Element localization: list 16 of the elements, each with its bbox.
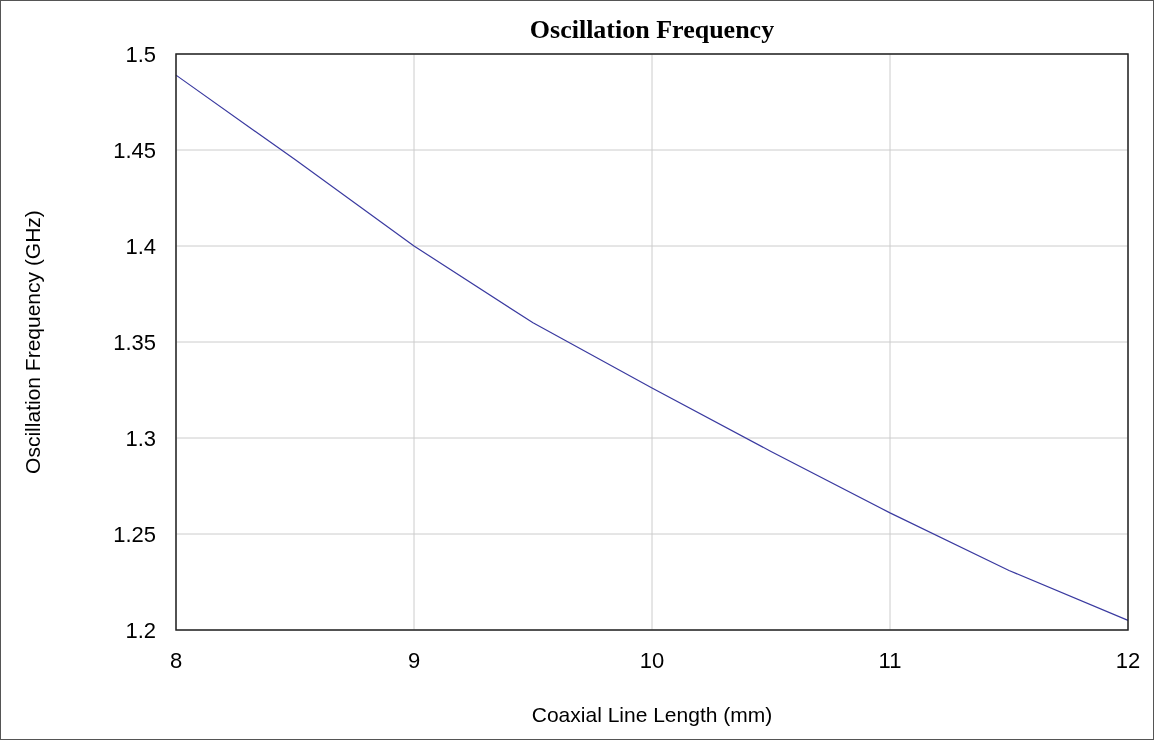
x-tick-label: 10: [639, 648, 665, 673]
x-tick-label: 8: [169, 648, 183, 673]
y-tick-label: 1.2: [125, 618, 156, 643]
x-tick-label: 9: [407, 648, 421, 673]
y-tick-label: 1.3: [125, 426, 156, 451]
x-tick-label: 12: [1115, 648, 1141, 673]
y-tick-label: 1.4: [125, 234, 156, 259]
y-tick-label: 1.45: [113, 138, 156, 163]
x-tick-label: 11: [878, 648, 902, 673]
x-axis-title: Coaxial Line Length (mm): [531, 703, 773, 726]
y-tick-label: 1.5: [125, 42, 156, 67]
chart-title: Oscillation Frequency: [529, 15, 775, 44]
line-series: [175, 74, 1129, 621]
y-axis-title: Oscillation Frequency (GHz): [21, 210, 44, 474]
y-tick-label: 1.35: [113, 330, 156, 355]
y-tick-label: 1.25: [113, 522, 156, 547]
